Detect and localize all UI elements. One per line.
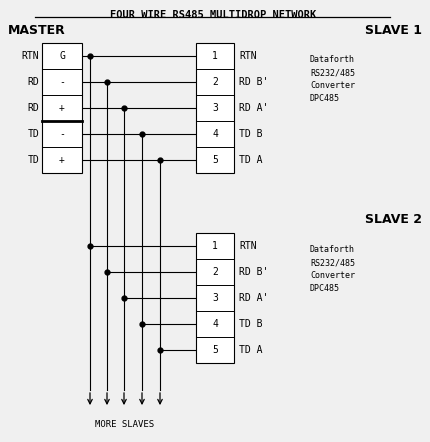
- Bar: [42, 43, 82, 173]
- Text: RS232/485: RS232/485: [310, 68, 355, 77]
- Text: 1: 1: [212, 51, 218, 61]
- Text: DPC485: DPC485: [310, 94, 340, 103]
- Text: DPC485: DPC485: [310, 284, 340, 293]
- Text: -: -: [59, 129, 65, 139]
- Text: 1: 1: [212, 241, 218, 251]
- Text: RD: RD: [27, 77, 39, 87]
- Text: 3: 3: [212, 103, 218, 113]
- Text: SLAVE 2: SLAVE 2: [365, 213, 422, 226]
- Text: 5: 5: [212, 345, 218, 355]
- Text: TD B: TD B: [239, 129, 262, 139]
- Text: G: G: [59, 51, 65, 61]
- Text: +: +: [59, 103, 65, 113]
- Text: Converter: Converter: [310, 271, 355, 280]
- Text: FOUR WIRE RS485 MULTIDROP NETWORK: FOUR WIRE RS485 MULTIDROP NETWORK: [110, 10, 316, 20]
- Bar: [196, 43, 234, 173]
- Text: Dataforth: Dataforth: [310, 245, 355, 254]
- Text: RTN: RTN: [22, 51, 39, 61]
- Text: TD: TD: [27, 129, 39, 139]
- Text: RD A': RD A': [239, 103, 268, 113]
- Text: TD A: TD A: [239, 345, 262, 355]
- Text: 3: 3: [212, 293, 218, 303]
- Text: 2: 2: [212, 267, 218, 277]
- Text: MASTER: MASTER: [8, 24, 66, 37]
- Text: RTN: RTN: [239, 241, 257, 251]
- Text: +: +: [59, 155, 65, 165]
- Text: MORE SLAVES: MORE SLAVES: [95, 420, 154, 429]
- Text: 4: 4: [212, 319, 218, 329]
- Text: -: -: [59, 77, 65, 87]
- Text: Converter: Converter: [310, 81, 355, 90]
- Text: RTN: RTN: [239, 51, 257, 61]
- Bar: [196, 233, 234, 363]
- Text: 5: 5: [212, 155, 218, 165]
- Text: 2: 2: [212, 77, 218, 87]
- Text: TD: TD: [27, 155, 39, 165]
- Text: TD A: TD A: [239, 155, 262, 165]
- Text: RD B': RD B': [239, 77, 268, 87]
- Text: RS232/485: RS232/485: [310, 258, 355, 267]
- Text: RD: RD: [27, 103, 39, 113]
- Text: TD B: TD B: [239, 319, 262, 329]
- Text: Dataforth: Dataforth: [310, 55, 355, 64]
- Text: SLAVE 1: SLAVE 1: [365, 24, 422, 37]
- Text: RD B': RD B': [239, 267, 268, 277]
- Text: RD A': RD A': [239, 293, 268, 303]
- Text: 4: 4: [212, 129, 218, 139]
